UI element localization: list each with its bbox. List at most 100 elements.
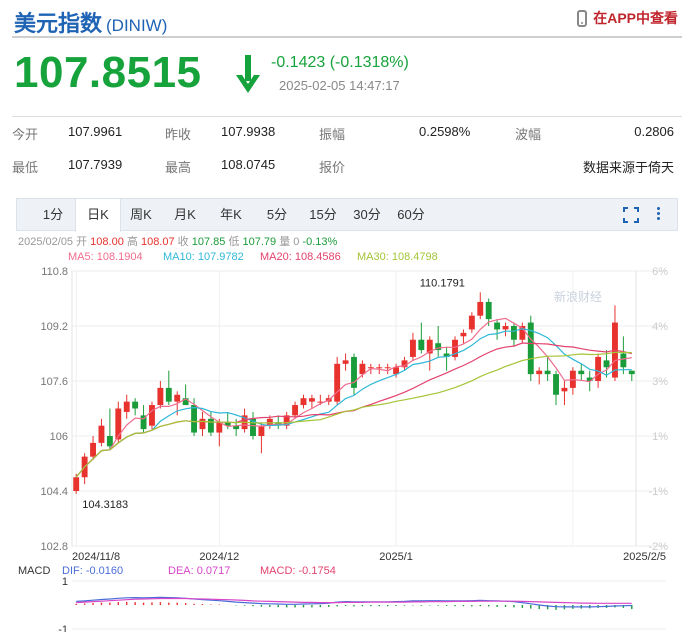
candle-body [342, 360, 349, 364]
moving-average-lines [75, 317, 632, 478]
ohlc-part: 量 0 [276, 235, 302, 248]
price-annotations: 110.1791 104.3183 [82, 277, 465, 510]
more-options-icon[interactable] [654, 205, 662, 225]
candle-body [485, 301, 492, 320]
candle-body [527, 322, 534, 375]
candle-body [140, 415, 147, 430]
tab-daily-k[interactable]: 日K [75, 199, 121, 232]
high-label: 最高 [165, 160, 192, 175]
open-in-app-label: 在APP中查看 [593, 10, 678, 26]
candle-body [233, 425, 240, 430]
pct-tick-label: -1% [648, 486, 668, 498]
tab-1min[interactable]: 1分 [42, 207, 64, 222]
candle-body [182, 398, 189, 406]
x-tick-label: 2024/12 [199, 551, 239, 563]
macd-title: MACD [18, 565, 50, 577]
candle-body [468, 315, 475, 330]
candle-body [351, 356, 357, 388]
candle-body [207, 418, 214, 433]
candle-body [628, 370, 635, 375]
ohlc-part: 108.07 [141, 236, 175, 248]
tab-15min[interactable]: 15分 [309, 207, 337, 222]
ma-legend-ma10: MA10: 107.9782 [163, 251, 244, 263]
ohlc-part: 107.85 [192, 236, 226, 248]
candle-body [224, 422, 231, 426]
macd-dif: DIF: -0.0160 [62, 565, 123, 577]
candle-body [73, 477, 80, 491]
tab-yearly-k[interactable]: 年K [220, 207, 242, 222]
candle-body [216, 422, 223, 433]
candle-body [258, 425, 265, 436]
pct-tick-label: 6% [652, 266, 668, 278]
candle-body [435, 343, 442, 351]
ma-legend-ma30: MA30: 108.4798 [357, 251, 438, 263]
candle-body [367, 367, 374, 369]
tab-5min[interactable]: 5分 [266, 207, 288, 222]
macd-legend: MACD DIF: -0.0160 DEA: 0.0717 MACD: -0.1754 [18, 565, 336, 577]
page-title: 美元指数 (DINIW) [14, 6, 167, 38]
candle-body [132, 401, 139, 409]
watermark: 新浪财经 [554, 289, 602, 304]
y-tick-label: 106 [50, 431, 68, 443]
fullscreen-icon[interactable] [623, 207, 639, 223]
ma10-line [75, 328, 632, 478]
low-value: 107.7939 [68, 157, 123, 172]
open-label: 今开 [12, 127, 39, 142]
macd-tick: -1 [58, 624, 68, 632]
candlestick-chart: 2025/02/05 开 108.00 高 108.07 收 107.85 低 … [18, 234, 668, 632]
candle-body [510, 326, 517, 340]
quote-time: 2025-02-05 14:47:17 [279, 78, 400, 93]
x-tick-label: 2025/2/5 [623, 551, 666, 563]
candle-body [426, 339, 433, 354]
candle-body [418, 339, 425, 351]
low-label: 最低 [12, 160, 39, 175]
period-tabs: 1分 日K 周K 月K 年K 5分 15分 30分 60分 [16, 198, 678, 232]
candle-body [157, 387, 164, 406]
pct-tick-label: 1% [652, 431, 668, 443]
candle-body [586, 377, 593, 381]
candle-body [123, 401, 130, 412]
ohlc-readout: 2025/02/05 开 108.00 高 108.07 收 107.85 低 … [18, 234, 338, 248]
candle-body [250, 418, 256, 436]
candle-body [334, 363, 341, 402]
ma-legend: MA5: 108.1904 MA10: 107.9782 MA20: 108.458… [68, 251, 438, 263]
dea-line [76, 597, 632, 604]
candle-body [620, 353, 627, 368]
ohlc-part: 低 [225, 235, 242, 248]
candles [73, 292, 635, 494]
quote-label: 报价 [319, 160, 346, 175]
candle-body [98, 425, 105, 443]
candle-body [578, 370, 585, 375]
open-in-app-link[interactable]: 在APP中查看 [577, 8, 678, 28]
ma-legend-ma5: MA5: 108.1904 [68, 251, 143, 263]
candle-body [603, 360, 610, 368]
ma5-line [75, 317, 632, 478]
low-annotation: 104.3183 [82, 499, 128, 511]
tab-monthly-k[interactable]: 月K [174, 207, 196, 222]
candle-body [317, 401, 324, 403]
candle-body [90, 442, 96, 457]
y-tick-label: 109.2 [40, 321, 68, 333]
ohlc-part: 收 [175, 234, 192, 248]
x-tick-label: 2025/1 [379, 551, 413, 563]
candle-body [300, 398, 307, 406]
amplitude-value: 0.2598% [419, 124, 471, 139]
tab-60min[interactable]: 60分 [397, 207, 425, 222]
candle-body [595, 356, 602, 381]
y-tick-label: 102.8 [40, 541, 68, 553]
ohlc-part: 107.79 [243, 236, 277, 248]
ohlc-line: 2025/02/05 开 108.00 高 108.07 收 107.85 低 … [18, 234, 338, 248]
chart-grid [71, 270, 666, 547]
tab-30min[interactable]: 30分 [353, 207, 381, 222]
down-arrow-icon [236, 55, 260, 93]
candle-body [494, 322, 501, 330]
candle-body [477, 301, 484, 316]
phone-icon [577, 9, 588, 27]
y-tick-label: 107.6 [40, 376, 68, 388]
date-axis: 2024/11/8 2024/12 2025/1 2025/2/5 [72, 551, 666, 563]
macd-panel: 1 -1 [58, 576, 666, 632]
y-tick-label: 110.8 [41, 266, 68, 278]
candle-body [115, 408, 122, 440]
stats-divider [12, 116, 682, 117]
tab-weekly-k[interactable]: 周K [130, 207, 152, 222]
